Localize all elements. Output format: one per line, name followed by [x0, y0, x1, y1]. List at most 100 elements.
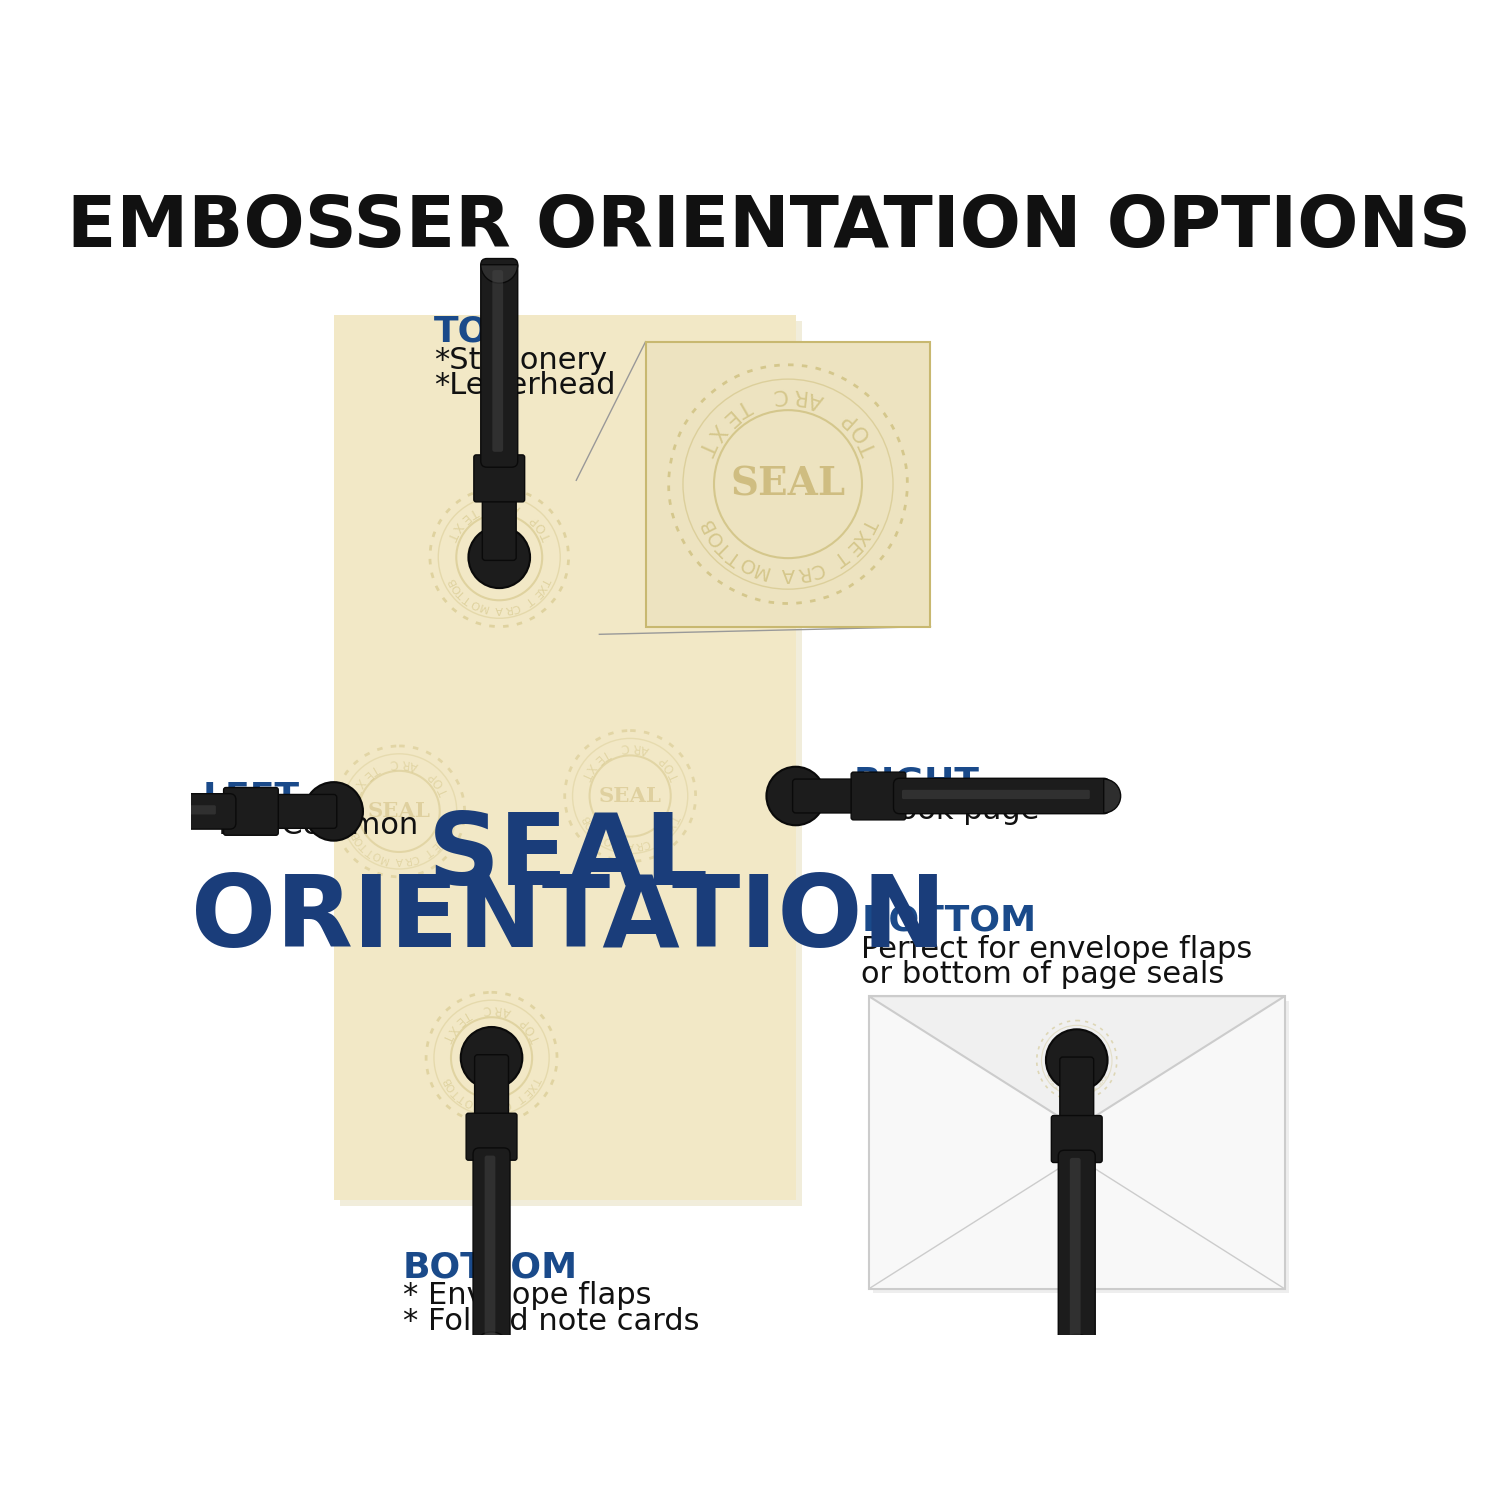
Text: C: C: [620, 741, 630, 754]
Text: SEAL: SEAL: [730, 465, 846, 503]
Text: T: T: [1046, 1046, 1053, 1052]
FancyBboxPatch shape: [333, 315, 795, 1200]
Text: T: T: [668, 770, 682, 782]
Text: C: C: [388, 756, 399, 770]
Text: O: O: [704, 525, 728, 549]
Circle shape: [468, 526, 530, 588]
Text: C: C: [640, 837, 651, 849]
FancyBboxPatch shape: [482, 258, 518, 466]
Text: T: T: [444, 530, 459, 543]
Polygon shape: [868, 996, 1284, 1128]
Text: R: R: [1077, 1028, 1083, 1033]
Wedge shape: [482, 264, 518, 284]
Text: O: O: [736, 552, 759, 576]
Text: E: E: [590, 752, 604, 766]
Text: C: C: [807, 558, 825, 580]
Text: T: T: [596, 830, 608, 842]
FancyBboxPatch shape: [1052, 1116, 1102, 1162]
FancyBboxPatch shape: [466, 1113, 518, 1160]
Text: P: P: [424, 768, 439, 782]
Circle shape: [304, 782, 363, 840]
Text: A: A: [806, 387, 826, 411]
Text: A: A: [627, 840, 634, 850]
FancyBboxPatch shape: [484, 1155, 495, 1338]
Text: T: T: [440, 1032, 454, 1044]
Text: BOTTOM: BOTTOM: [404, 1251, 578, 1284]
Text: T: T: [436, 786, 451, 798]
Text: T: T: [456, 588, 468, 600]
Text: T: T: [464, 594, 474, 606]
Text: B: B: [447, 574, 459, 586]
Text: E: E: [458, 512, 471, 526]
Text: P: P: [526, 512, 542, 526]
Text: E: E: [840, 537, 862, 558]
Text: T: T: [1053, 1078, 1059, 1084]
Text: T: T: [1101, 1071, 1107, 1077]
Text: ORIENTATION: ORIENTATION: [190, 870, 946, 968]
Text: B: B: [441, 1074, 454, 1086]
FancyBboxPatch shape: [28, 806, 216, 814]
Wedge shape: [1059, 1334, 1095, 1353]
Text: P: P: [518, 1014, 531, 1029]
FancyBboxPatch shape: [1060, 1058, 1094, 1125]
Text: A: A: [510, 501, 522, 516]
Wedge shape: [1104, 778, 1120, 813]
Text: *Stationery: *Stationery: [433, 345, 608, 375]
Text: T: T: [714, 537, 735, 558]
Text: M: M: [378, 852, 390, 864]
Text: T: T: [466, 504, 480, 520]
Text: C: C: [410, 852, 420, 864]
Text: O: O: [430, 776, 447, 790]
Text: T: T: [856, 514, 879, 534]
Text: X: X: [525, 1082, 537, 1092]
Text: T: T: [423, 844, 433, 856]
Text: A: A: [639, 742, 651, 756]
Text: B: B: [1047, 1071, 1053, 1077]
Text: C: C: [1083, 1086, 1089, 1092]
Text: C: C: [501, 1098, 512, 1110]
Text: O: O: [1048, 1074, 1056, 1082]
FancyBboxPatch shape: [340, 321, 802, 1206]
Text: O: O: [464, 1095, 476, 1108]
Text: T: T: [368, 762, 381, 777]
Text: O: O: [1096, 1040, 1106, 1047]
FancyBboxPatch shape: [894, 778, 1110, 813]
Wedge shape: [472, 1332, 510, 1350]
Text: T: T: [364, 844, 376, 856]
Text: R: R: [492, 1002, 501, 1016]
Text: T: T: [1092, 1082, 1098, 1088]
Text: X: X: [584, 760, 598, 774]
Text: T: T: [590, 825, 602, 837]
Text: O: O: [352, 834, 366, 846]
Text: T: T: [724, 546, 746, 568]
Text: BOTTOM: BOTTOM: [861, 904, 1036, 938]
Text: T: T: [830, 546, 850, 568]
Text: C: C: [482, 1002, 490, 1016]
Text: X: X: [536, 582, 548, 594]
Text: O: O: [662, 759, 678, 774]
Text: O: O: [532, 519, 549, 534]
Text: R: R: [1078, 1088, 1084, 1094]
Text: RIGHT: RIGHT: [853, 765, 980, 800]
Text: E: E: [1053, 1035, 1060, 1042]
Text: T: T: [578, 770, 592, 782]
FancyBboxPatch shape: [20, 794, 235, 830]
Text: O: O: [602, 834, 613, 846]
Text: * Book page: * Book page: [853, 796, 1040, 825]
Text: T: T: [654, 830, 664, 842]
Text: T: T: [346, 786, 362, 798]
FancyBboxPatch shape: [474, 1054, 508, 1122]
Text: A: A: [782, 564, 795, 584]
Text: T: T: [540, 576, 552, 586]
Wedge shape: [9, 795, 26, 828]
Text: T: T: [530, 1076, 542, 1086]
FancyBboxPatch shape: [1059, 1150, 1095, 1359]
Text: SEAL: SEAL: [466, 546, 532, 568]
FancyBboxPatch shape: [792, 778, 861, 813]
FancyBboxPatch shape: [472, 1148, 510, 1356]
Text: *Not Common: *Not Common: [202, 812, 418, 840]
Text: E: E: [358, 768, 374, 782]
Text: M: M: [750, 558, 771, 580]
FancyBboxPatch shape: [492, 270, 502, 452]
Text: X: X: [352, 776, 368, 789]
